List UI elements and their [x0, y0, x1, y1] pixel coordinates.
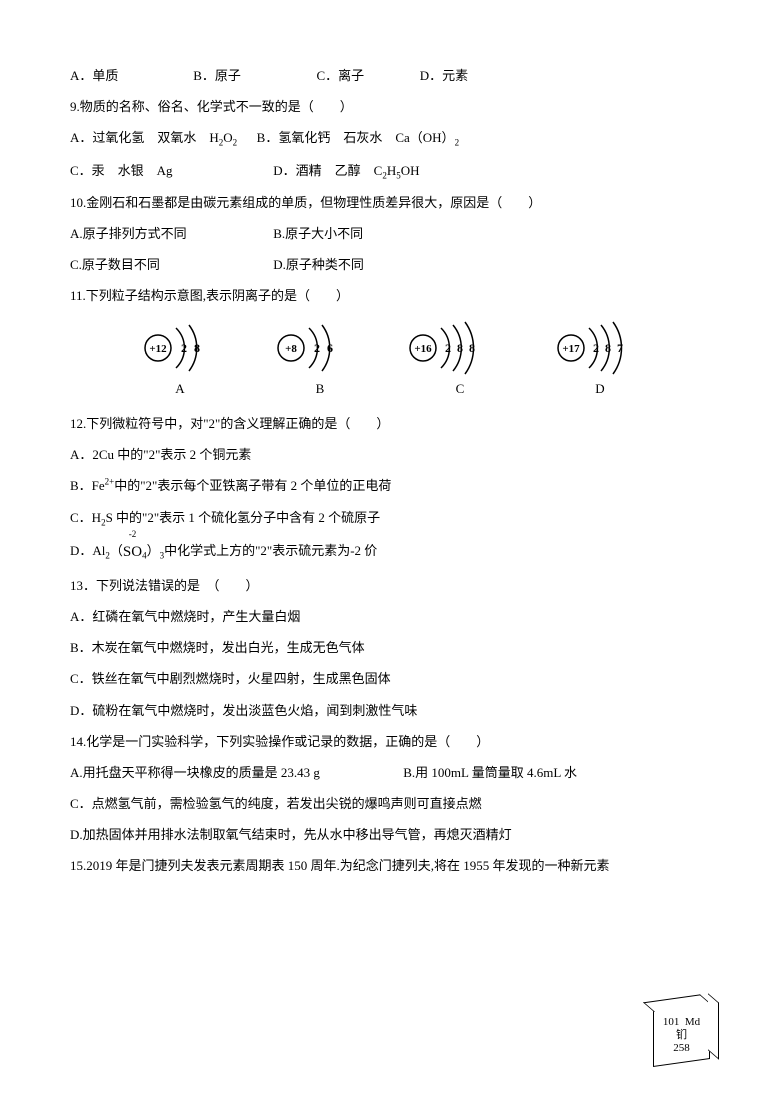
q10-b: B.原子大小不同 [273, 226, 363, 241]
q9-a: A．过氧化氢 双氧水 H2O2 [70, 130, 237, 145]
q9-stem: 9.物质的名称、俗名、化学式不一致的是（ ） [70, 91, 710, 122]
svg-text:8: 8 [605, 341, 611, 355]
opt-a: A．单质 [70, 60, 190, 91]
q14-a: A.用托盘天平称得一块橡皮的质量是 23.43 g [70, 757, 400, 788]
q13-b: B．木炭在氧气中燃烧时，发出白光，生成无色气体 [70, 632, 710, 663]
svg-text:8: 8 [194, 341, 200, 355]
q10-a: A.原子排列方式不同 [70, 218, 270, 249]
atom-d: +17 2 8 7 [549, 320, 644, 375]
q9-ab: A．过氧化氢 双氧水 H2O2 B．氢氧化钙 石灰水 Ca（OH）2 [70, 122, 710, 154]
svg-text:+8: +8 [285, 343, 297, 355]
q12-a: A．2Cu 中的"2"表示 2 个铜元素 [70, 439, 710, 470]
q10-stem: 10.金刚石和石墨都是由碳元素组成的单质，但物理性质差异很大，原因是（ ） [70, 187, 710, 218]
svg-text:8: 8 [469, 341, 475, 355]
q10-ab: A.原子排列方式不同 B.原子大小不同 [70, 218, 710, 249]
q10-d: D.原子种类不同 [273, 257, 364, 272]
element-cube: 101 Md 钔 258 [653, 1002, 710, 1067]
q13-stem: 13．下列说法错误的是 （ ） [70, 570, 710, 601]
q14-d: D.加热固体并用排水法制取氧气结束时，先从水中移出导气管，再熄灭酒精灯 [70, 819, 710, 850]
q12-b: B．Fe2+中的"2"表示每个亚铁离子带有 2 个单位的正电荷 [70, 470, 710, 501]
lbl-d: D [550, 379, 650, 399]
q13-d: D．硫粉在氧气中燃烧时，发出淡蓝色火焰，闻到刺激性气味 [70, 695, 710, 726]
atom-b: +8 2 6 [269, 320, 349, 375]
q12-stem: 12.下列微粒符号中，对"2"的含义理解正确的是（ ） [70, 408, 710, 439]
svg-text:7: 7 [617, 341, 623, 355]
svg-text:+16: +16 [415, 343, 433, 355]
opt-c: C．离子 [317, 60, 417, 91]
opt-d: D．元素 [420, 60, 468, 91]
page: A．单质 B．原子 C．离子 D．元素 9.物质的名称、俗名、化学式不一致的是（… [0, 0, 780, 922]
element-cube-inner: 101 Md 钔 258 [654, 1007, 709, 1062]
q11-diagrams: +12 2 8 +8 2 6 +16 2 8 8 +17 [70, 320, 710, 375]
atom-a: +12 2 8 [136, 320, 216, 375]
q14-ab: A.用托盘天平称得一块橡皮的质量是 23.43 g B.用 100mL 量筒量取… [70, 757, 710, 788]
q11-stem: 11.下列粒子结构示意图,表示阴离子的是（ ） [70, 280, 710, 311]
q12-c: C．H2S 中的"2"表示 1 个硫化氢分子中含有 2 个硫原子 [70, 502, 710, 534]
svg-text:2: 2 [181, 341, 187, 355]
q9-d: D．酒精 乙醇 C2H5OH [273, 163, 419, 178]
lbl-c: C [410, 379, 510, 399]
svg-text:2: 2 [314, 341, 320, 355]
q9-c: C．汞 水银 Ag [70, 155, 270, 186]
lbl-b: B [270, 379, 370, 399]
svg-text:2: 2 [593, 341, 599, 355]
q15-stem: 15.2019 年是门捷列夫发表元素周期表 150 周年.为纪念门捷列夫,将在 … [70, 850, 710, 881]
q11-labels: A B C D [70, 379, 710, 399]
svg-text:8: 8 [457, 341, 463, 355]
q14-c: C．点燃氢气前，需检验氢气的纯度，若发出尖锐的爆鸣声则可直接点燃 [70, 788, 710, 819]
svg-text:6: 6 [327, 341, 333, 355]
q14-b: B.用 100mL 量筒量取 4.6mL 水 [403, 765, 577, 780]
opt-b: B．原子 [193, 60, 313, 91]
svg-text:2: 2 [445, 341, 451, 355]
q13-c: C．铁丝在氧气中剧烈燃烧时，火星四射，生成黑色固体 [70, 663, 710, 694]
q12-d: D．Al2（-2SO4）3中化学式上方的"2"表示硫元素为-2 价 [70, 534, 710, 570]
atom-c: +16 2 8 8 [401, 320, 496, 375]
q14-stem: 14.化学是一门实验科学，下列实验操作或记录的数据，正确的是（ ） [70, 726, 710, 757]
q10-c: C.原子数目不同 [70, 249, 270, 280]
svg-text:+17: +17 [562, 343, 580, 355]
q-top-options: A．单质 B．原子 C．离子 D．元素 [70, 60, 710, 91]
q13-a: A．红磷在氧气中燃烧时，产生大量白烟 [70, 601, 710, 632]
q10-cd: C.原子数目不同 D.原子种类不同 [70, 249, 710, 280]
q9-b: B．氢氧化钙 石灰水 Ca（OH）2 [257, 130, 459, 145]
q9-cd: C．汞 水银 Ag D．酒精 乙醇 C2H5OH [70, 155, 710, 187]
lbl-a: A [130, 379, 230, 399]
svg-text:+12: +12 [150, 343, 168, 355]
